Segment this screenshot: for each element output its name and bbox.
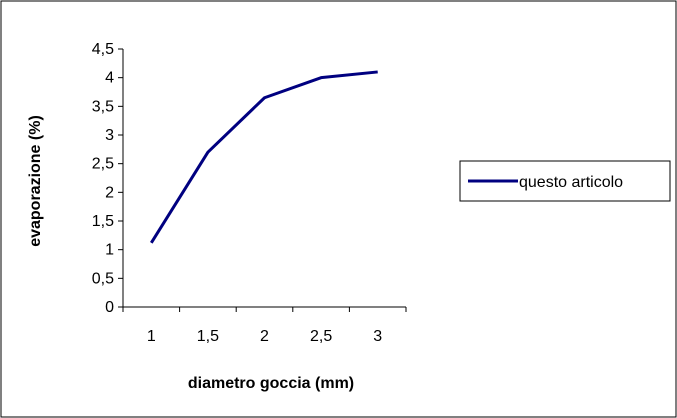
legend: questo articolo	[459, 160, 671, 202]
y-tick-label: 2,5	[92, 156, 114, 173]
y-tick-label: 3,5	[92, 98, 114, 115]
y-tick-label: 0	[105, 299, 114, 316]
y-tick-label: 4	[105, 70, 114, 87]
tick-labels: 0 0,5 1 1,5 2 2,5 3 3,5 4 4,5 1 1,5 2 2,5 3	[92, 41, 382, 345]
y-tick-label: 3	[105, 127, 114, 144]
y-tick-label: 1,5	[92, 213, 114, 230]
x-tick-label: 1	[147, 328, 156, 345]
series-layer	[150, 70, 378, 244]
x-tick-label: 1,5	[197, 328, 219, 345]
y-tick-label: 4,5	[92, 41, 114, 58]
y-tick-label: 1	[105, 242, 114, 259]
legend-label: questo articolo	[519, 174, 623, 191]
axes	[118, 48, 407, 312]
y-tick-label: 0,5	[92, 270, 114, 287]
x-tick-label: 3	[373, 328, 382, 345]
y-tick-label: 2	[105, 184, 114, 201]
x-axis-title: diametro goccia (mm)	[188, 375, 354, 392]
x-tick-label: 2	[260, 328, 269, 345]
y-axis-title: evaporazione (%)	[27, 115, 44, 247]
x-tick-label: 2,5	[310, 328, 332, 345]
